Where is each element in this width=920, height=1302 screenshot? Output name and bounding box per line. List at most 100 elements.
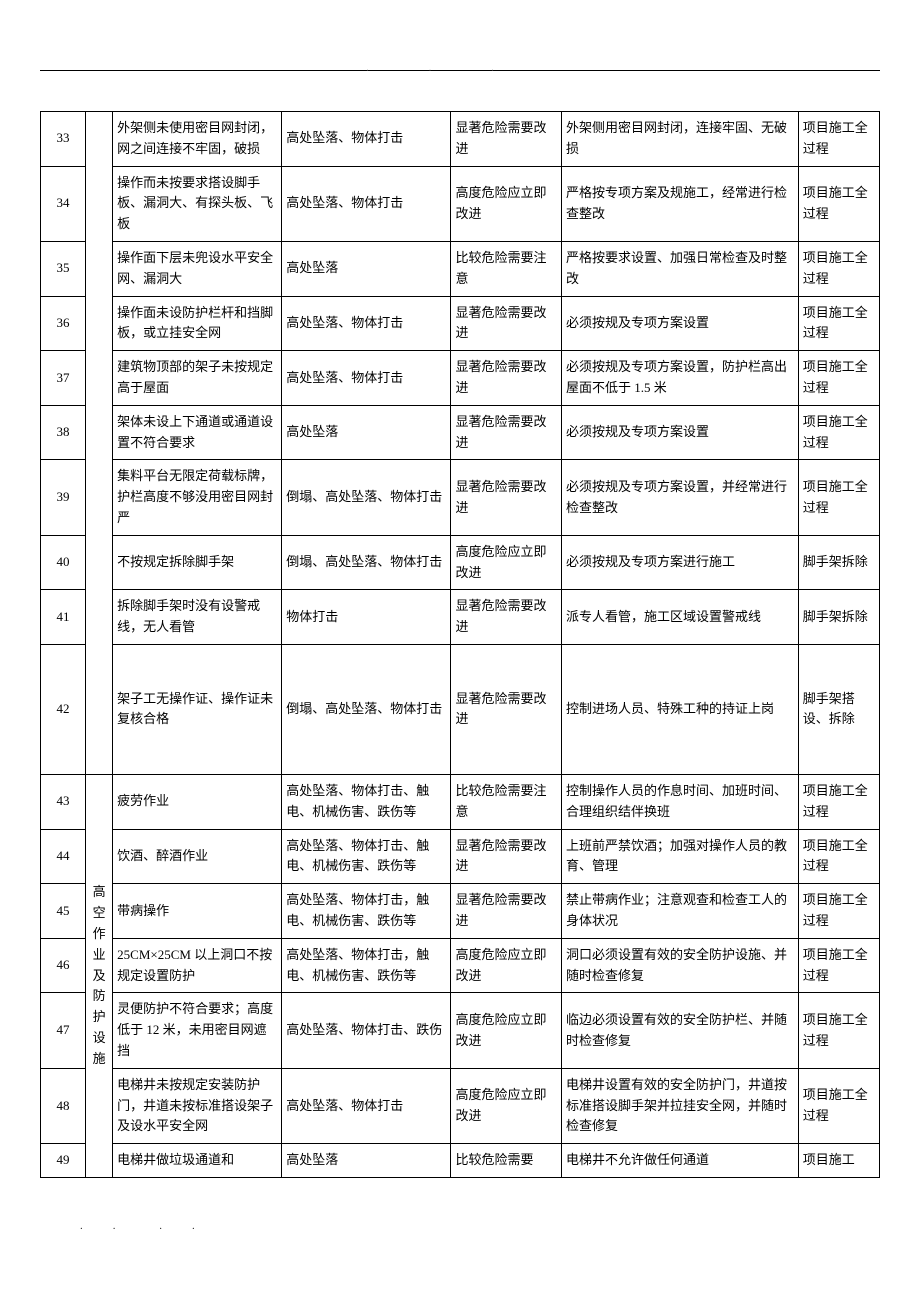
table-row: 34操作而未按要求搭设脚手板、漏洞大、有探头板、飞板高处坠落、物体打击高度危险应… bbox=[41, 166, 880, 241]
row-number: 44 bbox=[41, 829, 86, 884]
table-row: 39集料平台无限定荷载标牌，护栏高度不够没用密目网封严倒塌、高处坠落、物体打击显… bbox=[41, 460, 880, 535]
category-cell-upper bbox=[86, 112, 113, 775]
phase-cell: 项目施工全过程 bbox=[798, 774, 879, 829]
description-cell: 操作面未设防护栏杆和挡脚板，或立挂安全网 bbox=[113, 296, 282, 351]
description-cell: 疲劳作业 bbox=[113, 774, 282, 829]
table-row: 43高空作业及防护设施疲劳作业高处坠落、物体打击、触电、机械伤害、跌伤等比较危险… bbox=[41, 774, 880, 829]
table-row: 36操作面未设防护栏杆和挡脚板，或立挂安全网高处坠落、物体打击显著危险需要改进必… bbox=[41, 296, 880, 351]
risk-cell: 显著危险需要改进 bbox=[451, 460, 562, 535]
phase-cell: 项目施工全过程 bbox=[798, 884, 879, 939]
hazard-cell: 高处坠落、物体打击、触电、机械伤害、跌伤等 bbox=[282, 829, 451, 884]
phase-cell: 项目施工全过程 bbox=[798, 460, 879, 535]
table-row: 48电梯井未按规定安装防护门，井道未按标准搭设架子及设水平安全网高处坠落、物体打… bbox=[41, 1068, 880, 1143]
category-label: 高空作业及防护设施 bbox=[93, 884, 106, 1065]
risk-cell: 比较危险需要 bbox=[451, 1144, 562, 1178]
row-number: 37 bbox=[41, 351, 86, 406]
risk-cell: 显著危险需要改进 bbox=[451, 405, 562, 460]
hazard-cell: 倒塌、高处坠落、物体打击 bbox=[282, 644, 451, 774]
row-number: 33 bbox=[41, 112, 86, 167]
table-row: 38架体未设上下通道或通道设置不符合要求高处坠落显著危险需要改进必须按规及专项方… bbox=[41, 405, 880, 460]
measure-cell: 严格按专项方案及规施工，经常进行检查整改 bbox=[561, 166, 798, 241]
hazard-cell: 高处坠落 bbox=[282, 1144, 451, 1178]
hazard-cell: 高处坠落、物体打击，触电、机械伤害、跌伤等 bbox=[282, 884, 451, 939]
measure-cell: 控制进场人员、特殊工种的持证上岗 bbox=[561, 644, 798, 774]
phase-cell: 项目施工全过程 bbox=[798, 112, 879, 167]
measure-cell: 必须按规及专项方案进行施工 bbox=[561, 535, 798, 590]
risk-cell: 显著危险需要改进 bbox=[451, 644, 562, 774]
row-number: 49 bbox=[41, 1144, 86, 1178]
hazard-cell: 高处坠落、物体打击 bbox=[282, 351, 451, 406]
hazard-cell: 高处坠落 bbox=[282, 241, 451, 296]
phase-cell: 项目施工 bbox=[798, 1144, 879, 1178]
phase-cell: 项目施工全过程 bbox=[798, 829, 879, 884]
description-cell: 25CM×25CM 以上洞口不按规定设置防护 bbox=[113, 938, 282, 993]
phase-cell: 项目施工全过程 bbox=[798, 938, 879, 993]
phase-cell: 项目施工全过程 bbox=[798, 993, 879, 1068]
hazard-cell: 高处坠落、物体打击，触电、机械伤害、跌伤等 bbox=[282, 938, 451, 993]
risk-cell: 显著危险需要改进 bbox=[451, 351, 562, 406]
row-number: 42 bbox=[41, 644, 86, 774]
phase-cell: 项目施工全过程 bbox=[798, 405, 879, 460]
risk-cell: 高度危险应立即改进 bbox=[451, 535, 562, 590]
table-row: 35 操作面下层未兜设水平安全网、漏洞大高处坠落比较危险需要注意严格按要求设置、加… bbox=[41, 241, 880, 296]
hazard-cell: 物体打击 bbox=[282, 590, 451, 645]
row-number: 43 bbox=[41, 774, 86, 829]
description-cell: 电梯井做垃圾通道和 bbox=[113, 1144, 282, 1178]
risk-cell: 高度危险应立即改进 bbox=[451, 993, 562, 1068]
phase-cell: 脚手架拆除 bbox=[798, 535, 879, 590]
hazard-cell: 高处坠落、物体打击 bbox=[282, 296, 451, 351]
row-number: 38 bbox=[41, 405, 86, 460]
row-number: 48 bbox=[41, 1068, 86, 1143]
row-number: 41 bbox=[41, 590, 86, 645]
risk-cell: 显著危险需要改进 bbox=[451, 590, 562, 645]
description-cell: 建筑物顶部的架子未按规定高于屋面 bbox=[113, 351, 282, 406]
table-row: 41 拆除脚手架时没有设警戒线，无人看管物体打击显著危险需要改进派专人看管，施工区… bbox=[41, 590, 880, 645]
page-header-rule: ... bbox=[40, 70, 880, 71]
phase-cell: 项目施工全过程 bbox=[798, 1068, 879, 1143]
hazard-table: 33外架侧未使用密目网封闭，网之间连接不牢固，破损高处坠落、物体打击显著危险需要… bbox=[40, 111, 880, 1178]
phase-cell: 项目施工全过程 bbox=[798, 166, 879, 241]
measure-cell: 临边必须设置有效的安全防护栏、并随时检查修复 bbox=[561, 993, 798, 1068]
hazard-cell: 倒塌、高处坠落、物体打击 bbox=[282, 460, 451, 535]
measure-cell: 必须按规及专项方案设置，防护栏高出屋面不低于 1.5 米 bbox=[561, 351, 798, 406]
category-cell-lower: 高空作业及防护设施 bbox=[86, 774, 113, 1177]
description-cell: 操作而未按要求搭设脚手板、漏洞大、有探头板、飞板 bbox=[113, 166, 282, 241]
risk-cell: 显著危险需要改进 bbox=[451, 296, 562, 351]
header-dots: ... bbox=[40, 61, 880, 77]
measure-cell: 外架侧用密目网封闭，连接牢固、无破损 bbox=[561, 112, 798, 167]
description-cell: 饮酒、醉酒作业 bbox=[113, 829, 282, 884]
measure-cell: 电梯井设置有效的安全防护门，井道按标准搭设脚手架并拉挂安全网，并随时检查修复 bbox=[561, 1068, 798, 1143]
measure-cell: 严格按要求设置、加强日常检查及时整改 bbox=[561, 241, 798, 296]
measure-cell: 必须按规及专项方案设置 bbox=[561, 296, 798, 351]
row-number: 47 bbox=[41, 993, 86, 1068]
measure-cell: 禁止带病作业；注意观查和检查工人的身体状况 bbox=[561, 884, 798, 939]
table-row: 42架子工无操作证、操作证未复核合格倒塌、高处坠落、物体打击显著危险需要改进控制… bbox=[41, 644, 880, 774]
description-cell: 架子工无操作证、操作证未复核合格 bbox=[113, 644, 282, 774]
description-cell: 操作面下层未兜设水平安全网、漏洞大 bbox=[113, 241, 282, 296]
row-number: 35 bbox=[41, 241, 86, 296]
measure-cell: 上班前严禁饮酒；加强对操作人员的教育、管理 bbox=[561, 829, 798, 884]
risk-cell: 比较危险需要注意 bbox=[451, 241, 562, 296]
measure-cell: 必须按规及专项方案设置，并经常进行检查整改 bbox=[561, 460, 798, 535]
table-row: 44 饮酒、醉酒作业高处坠落、物体打击、触电、机械伤害、跌伤等显著危险需要改进上班… bbox=[41, 829, 880, 884]
row-number: 34 bbox=[41, 166, 86, 241]
measure-cell: 派专人看管，施工区域设置警戒线 bbox=[561, 590, 798, 645]
table-row: 49 电梯井做垃圾通道和高处坠落比较危险需要电梯井不允许做任何通道项目施工 bbox=[41, 1144, 880, 1178]
risk-cell: 显著危险需要改进 bbox=[451, 829, 562, 884]
table-row: 40不按规定拆除脚手架倒塌、高处坠落、物体打击高度危险应立即改进必须按规及专项方… bbox=[41, 535, 880, 590]
page-footer-dots: .. .. bbox=[40, 1218, 880, 1236]
row-number: 46 bbox=[41, 938, 86, 993]
phase-cell: 项目施工全过程 bbox=[798, 241, 879, 296]
table-row: 46 25CM×25CM 以上洞口不按规定设置防护高处坠落、物体打击，触电、机械伤… bbox=[41, 938, 880, 993]
description-cell: 灵便防护不符合要求；高度低于 12 米，未用密目网遮挡 bbox=[113, 993, 282, 1068]
hazard-cell: 高处坠落 bbox=[282, 405, 451, 460]
measure-cell: 电梯井不允许做任何通道 bbox=[561, 1144, 798, 1178]
phase-cell: 脚手架搭设、拆除 bbox=[798, 644, 879, 774]
table-row: 45带病操作高处坠落、物体打击，触电、机械伤害、跌伤等显著危险需要改进禁止带病作… bbox=[41, 884, 880, 939]
row-number: 39 bbox=[41, 460, 86, 535]
table-row: 33外架侧未使用密目网封闭，网之间连接不牢固，破损高处坠落、物体打击显著危险需要… bbox=[41, 112, 880, 167]
phase-cell: 项目施工全过程 bbox=[798, 351, 879, 406]
description-cell: 拆除脚手架时没有设警戒线，无人看管 bbox=[113, 590, 282, 645]
table-row: 37 建筑物顶部的架子未按规定高于屋面高处坠落、物体打击显著危险需要改进必须按规及… bbox=[41, 351, 880, 406]
hazard-cell: 高处坠落、物体打击 bbox=[282, 112, 451, 167]
